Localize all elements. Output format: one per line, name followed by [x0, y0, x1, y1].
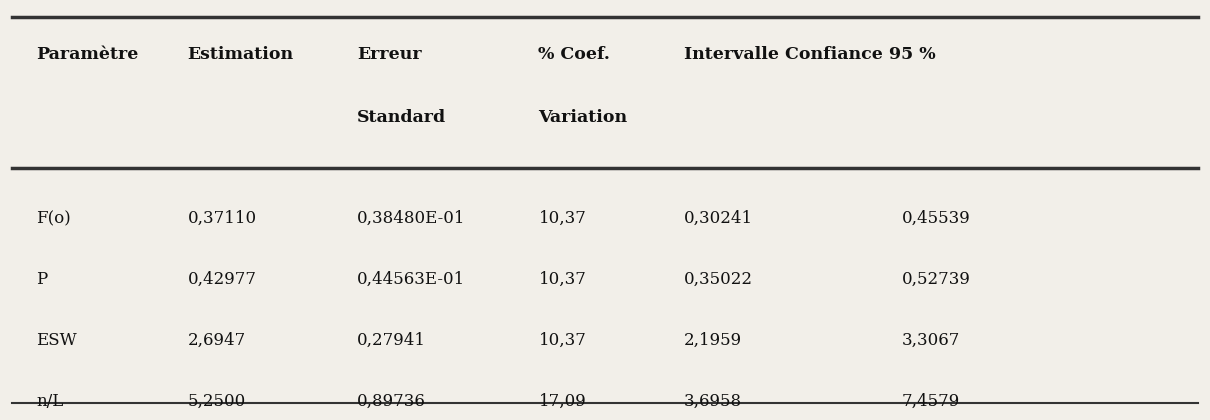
Text: Erreur: Erreur — [357, 46, 421, 63]
Text: 0,37110: 0,37110 — [188, 210, 257, 227]
Text: 0,52739: 0,52739 — [901, 271, 970, 288]
Text: P: P — [36, 271, 47, 288]
Text: F(o): F(o) — [36, 210, 71, 227]
Text: 3,6958: 3,6958 — [684, 393, 742, 410]
Text: 3,3067: 3,3067 — [901, 332, 960, 349]
Text: 0,44563E-01: 0,44563E-01 — [357, 271, 465, 288]
Text: Standard: Standard — [357, 109, 446, 126]
Text: % Coef.: % Coef. — [538, 46, 610, 63]
Text: n/L: n/L — [36, 393, 64, 410]
Text: 10,37: 10,37 — [538, 332, 587, 349]
Text: 0,42977: 0,42977 — [188, 271, 257, 288]
Text: 17,09: 17,09 — [538, 393, 586, 410]
Text: 10,37: 10,37 — [538, 271, 587, 288]
Text: 0,45539: 0,45539 — [901, 210, 970, 227]
Text: 2,1959: 2,1959 — [684, 332, 742, 349]
Text: Paramètre: Paramètre — [36, 46, 139, 63]
Text: 0,38480E-01: 0,38480E-01 — [357, 210, 466, 227]
Text: 0,30241: 0,30241 — [684, 210, 753, 227]
Text: 0,27941: 0,27941 — [357, 332, 426, 349]
Text: 10,37: 10,37 — [538, 210, 587, 227]
Text: 5,2500: 5,2500 — [188, 393, 246, 410]
Text: 0,35022: 0,35022 — [684, 271, 753, 288]
Text: Variation: Variation — [538, 109, 628, 126]
Text: Estimation: Estimation — [188, 46, 294, 63]
Text: 7,4579: 7,4579 — [901, 393, 960, 410]
Text: ESW: ESW — [36, 332, 77, 349]
Text: 2,6947: 2,6947 — [188, 332, 246, 349]
Text: Intervalle Confiance 95 %: Intervalle Confiance 95 % — [684, 46, 935, 63]
Text: 0,89736: 0,89736 — [357, 393, 426, 410]
